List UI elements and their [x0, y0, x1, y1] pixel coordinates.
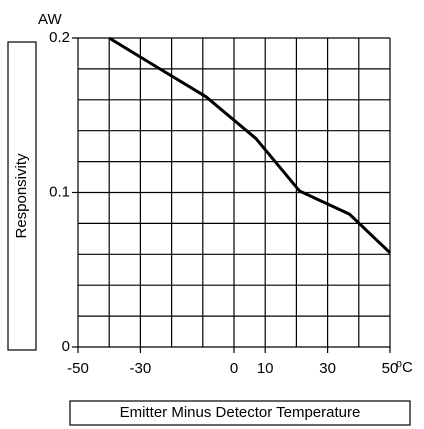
line [108, 36, 392, 254]
x-label-box [69, 400, 411, 426]
x-label: Emitter Minus Detector Temperature [120, 404, 361, 421]
x-tick-label: 50 [382, 360, 399, 377]
y-tick-label: 0.1 [49, 183, 70, 200]
x-tick-label: -30 [130, 360, 152, 377]
x-tick-label: 0 [230, 360, 238, 377]
y-unit: AW [38, 11, 62, 28]
x-tick-label: 10 [257, 360, 274, 377]
x-tick-label: -50 [67, 360, 89, 377]
x-tick-label: 30 [319, 360, 336, 377]
y-tick-label: 0.2 [49, 29, 70, 46]
y-label: Responsivity [13, 153, 30, 239]
y-tick-label: 0 [62, 338, 70, 355]
y-label-box [7, 41, 37, 351]
x-unit: ⁰C [396, 359, 413, 376]
